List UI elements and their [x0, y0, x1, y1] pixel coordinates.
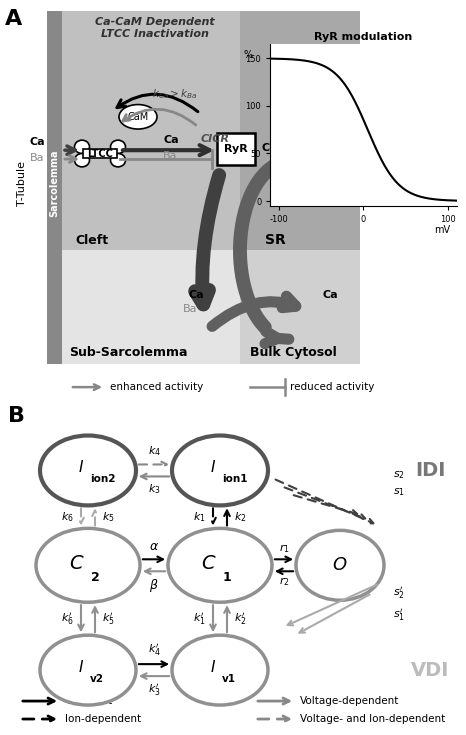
Text: $I$: $I$ [78, 659, 84, 675]
Text: VDI: VDI [411, 661, 449, 680]
Text: $C$: $C$ [69, 553, 85, 573]
Title: RyR modulation: RyR modulation [315, 32, 412, 42]
Text: Sub-Sarcolemma: Sub-Sarcolemma [69, 346, 187, 359]
Text: Voltage- and Ion-dependent: Voltage- and Ion-dependent [300, 714, 445, 724]
Ellipse shape [36, 528, 140, 602]
Text: Ca: Ca [188, 290, 204, 300]
Ellipse shape [40, 635, 136, 705]
Text: LTCC: LTCC [87, 148, 113, 159]
Text: B: B [8, 406, 25, 426]
Text: Ca: Ca [30, 137, 46, 148]
Text: $r_1$: $r_1$ [279, 542, 289, 556]
Text: RyR: RyR [224, 144, 248, 154]
Text: Cleft: Cleft [75, 234, 108, 247]
Text: CICR: CICR [200, 134, 229, 144]
Ellipse shape [119, 104, 157, 129]
Text: $k_4$: $k_4$ [148, 445, 160, 459]
Ellipse shape [75, 140, 89, 154]
Ellipse shape [168, 528, 272, 602]
Text: $I$: $I$ [78, 459, 84, 476]
Text: $s_2'$: $s_2'$ [393, 585, 405, 601]
Text: CaM: CaM [127, 112, 149, 122]
Text: enhanced activity: enhanced activity [110, 382, 203, 392]
Text: Constant: Constant [65, 696, 112, 706]
Text: $k_3$: $k_3$ [148, 482, 160, 496]
Text: Ba: Ba [183, 304, 197, 315]
Text: Ion-dependent: Ion-dependent [65, 714, 141, 724]
Ellipse shape [110, 140, 125, 154]
Text: $s_1$: $s_1$ [393, 487, 405, 498]
Bar [240, 11, 360, 251]
Text: $I$: $I$ [210, 459, 216, 476]
Bar [240, 251, 360, 364]
Ellipse shape [110, 154, 125, 167]
Text: $k_4'$: $k_4'$ [148, 642, 160, 658]
Bar [82, 148, 118, 159]
Text: reduced activity: reduced activity [290, 382, 374, 392]
Ellipse shape [172, 635, 268, 705]
Text: Sarcolemma: Sarcolemma [49, 150, 59, 218]
Text: ion1: ion1 [222, 475, 247, 484]
Ellipse shape [40, 436, 136, 506]
Text: SR: SR [265, 233, 286, 247]
Text: $s_1'$: $s_1'$ [393, 607, 405, 623]
Text: Bulk Cytosol: Bulk Cytosol [250, 346, 337, 359]
Text: $k_3'$: $k_3'$ [148, 682, 160, 698]
Text: $k_2$: $k_2$ [234, 510, 247, 524]
Text: IDI: IDI [415, 461, 445, 480]
Text: Ca: Ca [262, 143, 278, 153]
Text: $C$: $C$ [201, 553, 217, 573]
Text: $O$: $O$ [332, 556, 348, 574]
X-axis label: mV: mV [434, 225, 450, 235]
Text: T-Tubule: T-Tubule [17, 161, 27, 206]
Text: $k_2'$: $k_2'$ [234, 611, 247, 627]
Text: A: A [5, 9, 22, 29]
Text: $k_6'$: $k_6'$ [61, 611, 74, 627]
Ellipse shape [75, 154, 89, 167]
Text: ion2: ion2 [90, 475, 116, 484]
Bar [47, 11, 62, 364]
Text: 1: 1 [223, 571, 232, 584]
Text: v1: v1 [222, 674, 236, 684]
Text: Ba: Ba [163, 151, 178, 161]
Text: $I$: $I$ [210, 659, 216, 675]
Text: $s_2$: $s_2$ [393, 470, 405, 481]
Text: $k_1$: $k_1$ [193, 510, 206, 524]
Text: Ca: Ca [163, 135, 178, 146]
Text: 2: 2 [91, 571, 100, 584]
Bar [83, 149, 117, 158]
Text: Ca: Ca [322, 290, 338, 300]
Y-axis label: %: % [243, 50, 253, 60]
Text: Ca-CaM Dependent
LTCC Inactivation: Ca-CaM Dependent LTCC Inactivation [95, 17, 215, 39]
Text: v2: v2 [90, 674, 104, 684]
Text: $k_{Ca} > k_{Ba}$: $k_{Ca} > k_{Ba}$ [152, 87, 198, 101]
Ellipse shape [296, 531, 384, 600]
Text: Voltage-dependent: Voltage-dependent [300, 696, 399, 706]
Text: $k_5$: $k_5$ [102, 510, 115, 524]
Text: $\beta$: $\beta$ [149, 577, 159, 595]
Bar [62, 11, 240, 251]
Bar [217, 134, 255, 165]
Text: $\alpha$: $\alpha$ [149, 540, 159, 553]
Text: $k_6$: $k_6$ [61, 510, 74, 524]
Text: Ba: Ba [30, 153, 44, 163]
Text: $k_1'$: $k_1'$ [193, 611, 206, 627]
Text: $r_2$: $r_2$ [279, 576, 289, 588]
Ellipse shape [172, 436, 268, 506]
Bar [62, 251, 240, 364]
Text: $k_5'$: $k_5'$ [102, 611, 115, 627]
